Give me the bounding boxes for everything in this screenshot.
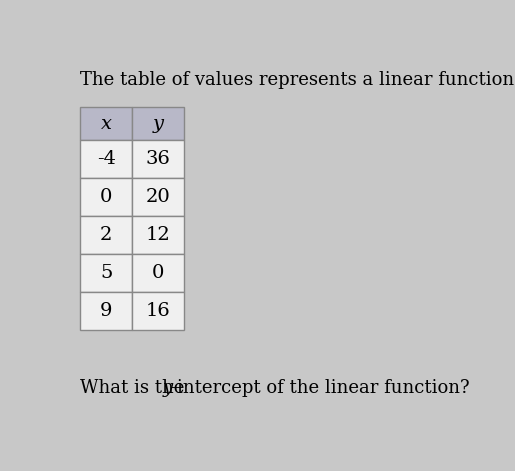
Bar (132, 254, 184, 292)
Text: 20: 20 (146, 188, 170, 206)
Text: What is the: What is the (80, 380, 191, 398)
Text: 9: 9 (100, 302, 113, 320)
Text: 12: 12 (146, 226, 170, 244)
Text: 0: 0 (152, 264, 164, 282)
Bar (80, 140, 132, 178)
Text: 0: 0 (100, 188, 112, 206)
Bar (80, 292, 132, 330)
Bar (80, 254, 132, 292)
Text: y: y (152, 114, 164, 133)
Text: 36: 36 (146, 150, 170, 168)
Bar (132, 107, 184, 140)
Text: x: x (101, 114, 112, 133)
Bar (132, 178, 184, 216)
Text: 16: 16 (146, 302, 170, 320)
Text: The table of values represents a linear function.: The table of values represents a linear … (80, 71, 515, 89)
Bar (80, 178, 132, 216)
Bar (132, 292, 184, 330)
Text: -intercept of the linear function?: -intercept of the linear function? (171, 380, 470, 398)
Bar (132, 216, 184, 254)
Text: 5: 5 (100, 264, 112, 282)
Text: -4: -4 (97, 150, 116, 168)
Bar (80, 107, 132, 140)
Bar (80, 216, 132, 254)
Bar (132, 140, 184, 178)
Text: y: y (163, 380, 173, 398)
Text: 2: 2 (100, 226, 112, 244)
